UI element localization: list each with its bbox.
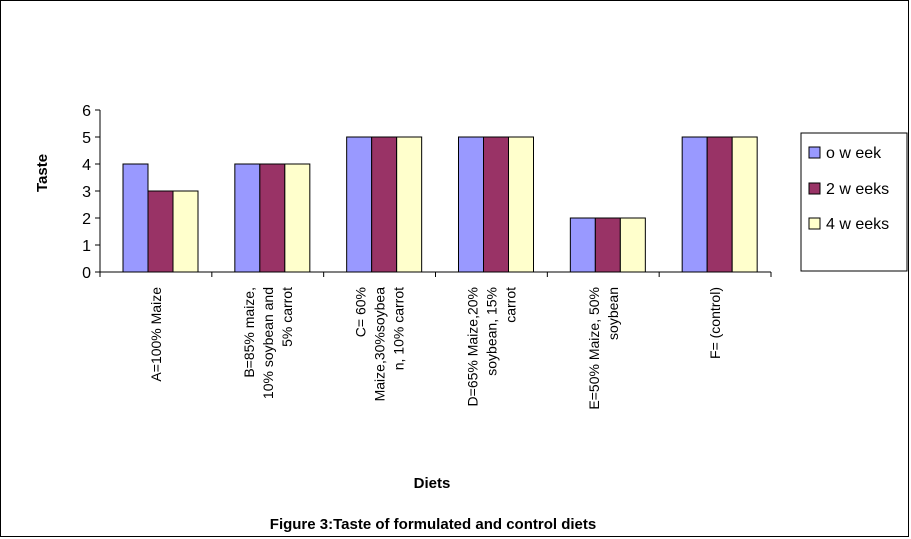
- bar: [706, 136, 733, 273]
- x-category-label: soybean, 15%: [483, 287, 499, 376]
- legend-swatch: [808, 146, 821, 159]
- x-category-label: D=65% Maize,20%: [464, 287, 480, 406]
- bar: [172, 190, 199, 273]
- x-category-label: carrot: [502, 287, 518, 323]
- bar: [731, 136, 758, 273]
- bar: [681, 136, 708, 273]
- y-tick-label: 4: [82, 157, 91, 174]
- bar: [619, 217, 646, 273]
- x-category-label: 5% carrot: [279, 287, 295, 347]
- y-tick-label: 6: [82, 103, 91, 120]
- legend-swatch: [808, 182, 821, 195]
- bar: [483, 136, 509, 273]
- x-category-label: A=100% Maize: [148, 287, 164, 382]
- x-category-label: C= 60%: [353, 287, 369, 337]
- x-category-label: n, 10% carrot: [391, 287, 407, 370]
- x-category-label: Maize,30%soybea: [372, 287, 388, 402]
- y-tick-label: 2: [82, 211, 91, 228]
- x-axis-category-labels: A=100% Maize B=85% maize, 10% soybean and 5…: [148, 287, 723, 410]
- y-tick-label: 5: [82, 130, 91, 147]
- x-category-label: F= (control): [707, 287, 723, 359]
- legend-label: 4 w eeks: [826, 216, 889, 233]
- bar: [594, 217, 621, 273]
- bar: [569, 217, 596, 273]
- bar: [234, 163, 261, 273]
- bar: [284, 163, 311, 273]
- x-category-label: E=50% Maize, 50%: [586, 287, 602, 410]
- x-category-label: 10% soybean and: [260, 287, 276, 399]
- x-category-label: B=85% maize,: [241, 287, 257, 378]
- y-tick-label: 1: [82, 238, 91, 255]
- legend-label: o w eek: [826, 145, 882, 162]
- y-tick-label: 3: [82, 184, 91, 201]
- y-axis-title: Taste: [34, 154, 51, 192]
- bar: [259, 163, 286, 273]
- bar: [346, 136, 373, 273]
- y-tick-label: 0: [82, 265, 91, 282]
- legend-label: 2 w eeks: [826, 181, 889, 198]
- bar: [458, 136, 484, 273]
- y-axis-ticks: 0 1 2 3 4 5 6: [82, 103, 100, 282]
- bar: [396, 136, 423, 273]
- x-axis-title: Diets: [414, 475, 451, 492]
- legend: o w eek 2 w eeks 4 w eeks: [800, 132, 908, 272]
- x-category-label: soybean: [605, 287, 621, 340]
- bar: [371, 136, 398, 273]
- bar: [122, 163, 149, 273]
- chart-title: Figure 3:Taste of formulated and control…: [270, 516, 596, 533]
- bar: [147, 190, 174, 273]
- plot-area: [99, 110, 772, 277]
- legend-swatch: [808, 217, 821, 230]
- bar: [508, 136, 534, 273]
